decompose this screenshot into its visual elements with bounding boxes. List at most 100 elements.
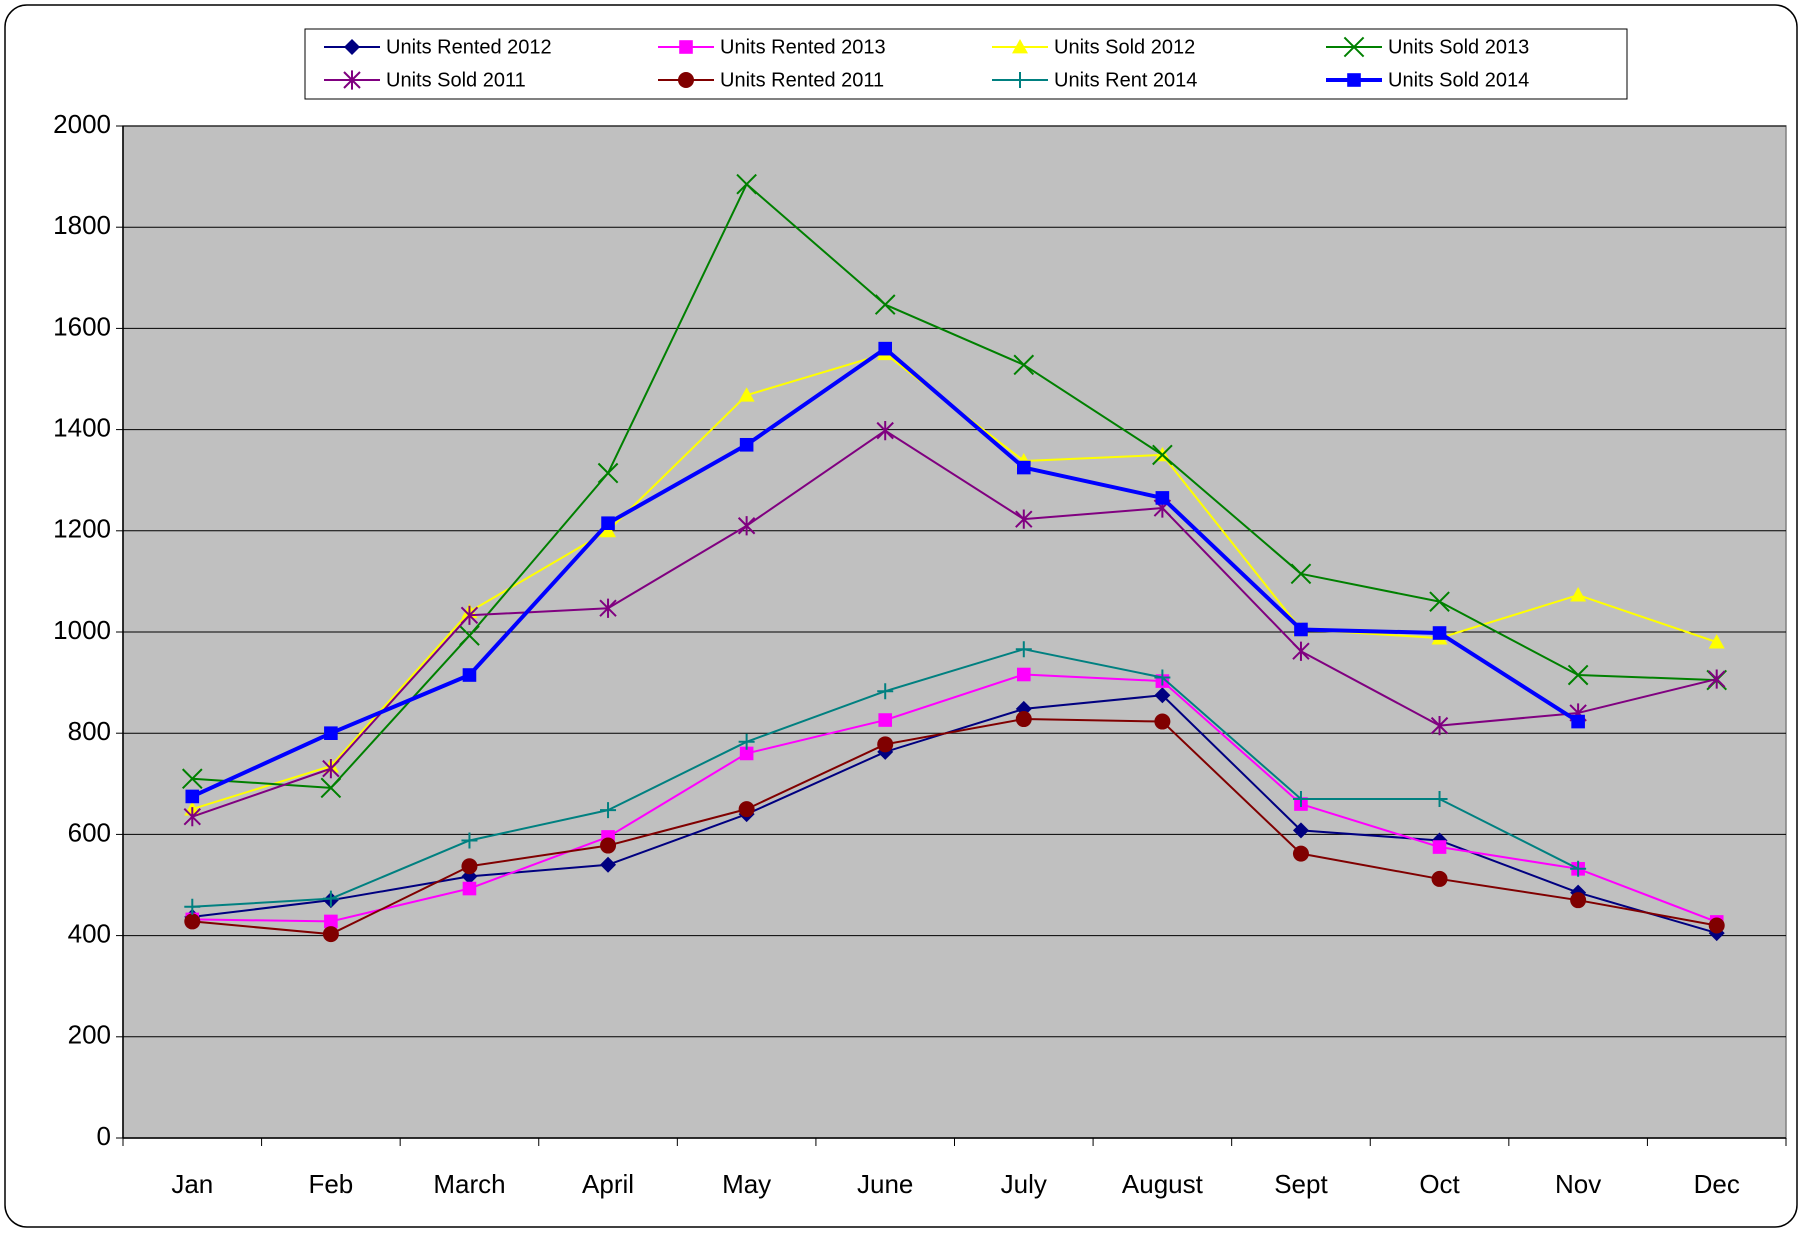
data-point bbox=[600, 802, 617, 819]
y-tick-label: 200 bbox=[68, 1020, 111, 1050]
x-tick-label: Oct bbox=[1419, 1169, 1460, 1199]
y-tick-label: 400 bbox=[68, 918, 111, 948]
data-point bbox=[1154, 687, 1171, 704]
data-point bbox=[1431, 790, 1448, 807]
x-tick-label: Dec bbox=[1694, 1169, 1740, 1199]
data-point bbox=[322, 926, 339, 943]
data-point bbox=[324, 914, 338, 929]
x-tick-label: July bbox=[1001, 1169, 1047, 1199]
data-point bbox=[739, 746, 754, 761]
data-point bbox=[1152, 444, 1173, 466]
data-point bbox=[1708, 634, 1725, 649]
data-point bbox=[876, 421, 894, 441]
data-point bbox=[1570, 860, 1587, 877]
data-point bbox=[1154, 669, 1171, 686]
legend-label: Units Rented 2013 bbox=[720, 36, 886, 58]
data-point bbox=[1016, 667, 1031, 682]
series-line bbox=[192, 694, 1717, 935]
data-point bbox=[600, 856, 617, 873]
data-point bbox=[324, 726, 338, 740]
data-point bbox=[601, 516, 615, 531]
data-point bbox=[1292, 790, 1309, 807]
data-point bbox=[1432, 626, 1447, 640]
series-line bbox=[191, 429, 1717, 818]
data-point bbox=[462, 668, 477, 682]
x-tick-label: April bbox=[582, 1169, 634, 1199]
x-tick-label: March bbox=[433, 1169, 505, 1199]
data-point bbox=[1292, 641, 1310, 661]
series-line bbox=[192, 183, 1717, 789]
legend-marker bbox=[343, 70, 361, 90]
data-point bbox=[1571, 714, 1585, 729]
data-point bbox=[462, 881, 477, 896]
x-tick-label: Jan bbox=[171, 1169, 213, 1199]
legend-label: Units Rented 2011 bbox=[720, 69, 884, 91]
data-point bbox=[877, 683, 894, 700]
data-point bbox=[1430, 716, 1449, 736]
legend-marker bbox=[344, 39, 360, 55]
series-line bbox=[192, 673, 1718, 923]
data-point bbox=[1570, 892, 1587, 909]
data-point bbox=[1290, 563, 1312, 585]
data-point bbox=[600, 837, 617, 854]
y-tick-label: 600 bbox=[68, 817, 111, 847]
data-point bbox=[597, 462, 619, 484]
data-point bbox=[1429, 591, 1450, 612]
data-point bbox=[460, 605, 479, 625]
data-point bbox=[1708, 917, 1725, 934]
x-tick-label: Nov bbox=[1555, 1169, 1601, 1199]
data-point bbox=[183, 807, 201, 827]
data-point bbox=[1154, 713, 1171, 730]
data-point bbox=[738, 801, 755, 818]
data-point bbox=[1708, 669, 1726, 689]
data-point bbox=[461, 832, 478, 849]
legend-marker bbox=[678, 72, 694, 88]
legend-marker bbox=[679, 40, 693, 54]
data-point bbox=[739, 437, 754, 452]
data-point bbox=[185, 789, 200, 804]
x-tick-label: Sept bbox=[1274, 1169, 1328, 1199]
legend-box bbox=[304, 28, 1628, 100]
legend-marker bbox=[1012, 39, 1028, 54]
x-tick-label: Feb bbox=[308, 1169, 353, 1199]
legend-label: Units Rent 2014 bbox=[1054, 69, 1197, 91]
data-point bbox=[1432, 840, 1447, 854]
data-point bbox=[877, 736, 894, 753]
data-point bbox=[181, 768, 203, 790]
y-tick-label: 2000 bbox=[53, 109, 111, 139]
x-tick-label: August bbox=[1122, 1169, 1204, 1199]
data-point bbox=[736, 173, 757, 195]
legend-label: Units Sold 2014 bbox=[1388, 69, 1529, 91]
x-tick-label: June bbox=[857, 1169, 913, 1199]
data-point bbox=[459, 625, 480, 646]
data-point bbox=[184, 913, 201, 930]
data-point bbox=[1567, 664, 1589, 686]
legend-label: Units Rented 2012 bbox=[386, 36, 552, 58]
data-point bbox=[1431, 870, 1448, 887]
data-point bbox=[737, 516, 756, 536]
y-tick-label: 1600 bbox=[53, 311, 111, 341]
data-point bbox=[878, 341, 893, 356]
data-point bbox=[322, 890, 339, 907]
series-line bbox=[192, 718, 1717, 936]
data-point bbox=[1015, 509, 1033, 529]
data-point bbox=[874, 294, 896, 315]
legend-label: Units Sold 2012 bbox=[1054, 36, 1195, 58]
y-tick-label: 1800 bbox=[53, 210, 111, 240]
legend-marker bbox=[1343, 36, 1365, 58]
data-point bbox=[184, 898, 201, 915]
data-point bbox=[1013, 354, 1035, 376]
x-tick-label: May bbox=[722, 1169, 771, 1199]
data-point bbox=[599, 598, 617, 618]
y-tick-label: 1400 bbox=[53, 412, 111, 442]
data-point bbox=[322, 759, 340, 779]
data-point bbox=[1294, 622, 1308, 637]
data-point bbox=[1292, 822, 1309, 839]
data-point bbox=[1570, 587, 1587, 602]
data-point bbox=[1015, 641, 1032, 658]
legend-marker bbox=[1012, 72, 1028, 88]
y-tick-label: 1200 bbox=[53, 514, 111, 544]
data-point bbox=[1292, 845, 1309, 862]
